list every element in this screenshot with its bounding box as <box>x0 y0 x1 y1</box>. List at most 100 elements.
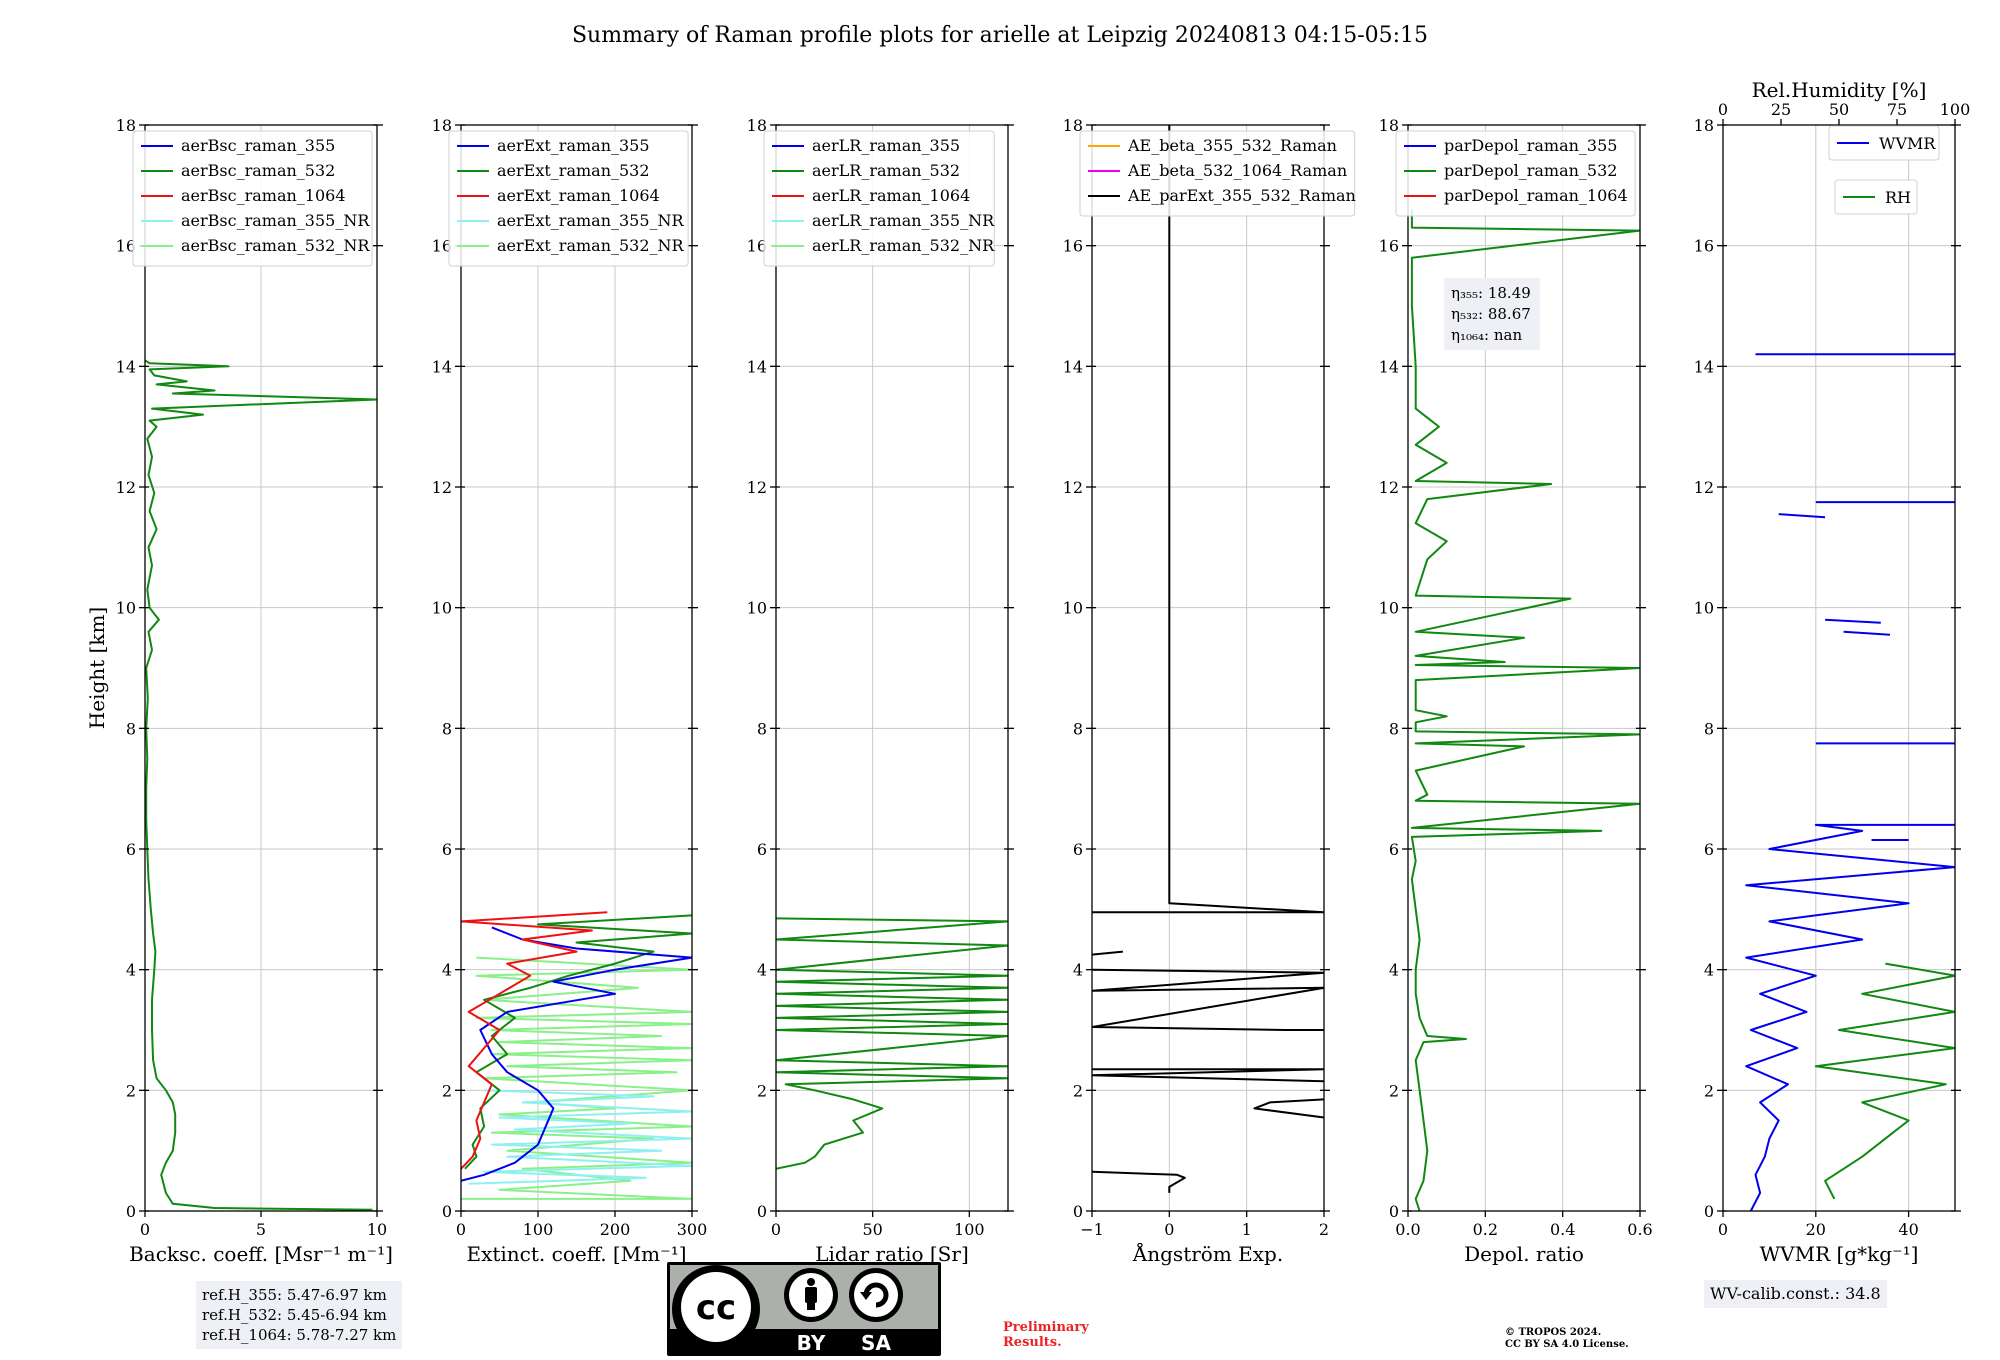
preliminary-notice: Preliminary Results. <box>1003 1320 1089 1350</box>
series-line-aerExt_raman_532_NR <box>461 956 692 1200</box>
copyright-notice: © TROPOS 2024. CC BY SA 4.0 License. <box>1505 1327 1629 1351</box>
y-tick-label: 14 <box>116 357 136 376</box>
legend-label: aerExt_raman_355 <box>497 136 650 155</box>
y-tick-label: 10 <box>747 599 767 618</box>
copyright-line-1: © TROPOS 2024. <box>1505 1327 1602 1338</box>
legend-label: aerBsc_raman_532 <box>181 161 335 180</box>
y-tick-label: 12 <box>1379 478 1399 497</box>
y-tick-label: 18 <box>1694 116 1714 135</box>
y-tick-label: 18 <box>1063 116 1083 135</box>
panel-depol: 0 2 4 6 8 10 12 14 16 18 0.0 0.2 0.4 0.6 Depol. ratio p… <box>1379 116 1653 1266</box>
legend-label: parDepol_raman_355 <box>1444 136 1617 155</box>
cc-letters: cc <box>696 1288 736 1328</box>
y-tick-label: 10 <box>1063 599 1083 618</box>
y-tick-label: 12 <box>432 478 452 497</box>
top-x-tick-label: 50 <box>1829 100 1849 119</box>
legend-label: aerBsc_raman_532_NR <box>181 236 370 255</box>
x-tick-label: 2 <box>1319 1220 1329 1239</box>
series-line-RH <box>1814 962 1955 1200</box>
series-line-parDepol_raman_532 <box>1410 209 1640 1211</box>
legend-label: AE_beta_355_532_Raman <box>1127 136 1337 155</box>
series-line-aerBsc_raman_532 <box>145 359 377 1211</box>
x-tick-label: 40 <box>1898 1220 1918 1239</box>
y-tick-label: 18 <box>1379 116 1399 135</box>
preliminary-line-2: Results. <box>1003 1335 1062 1350</box>
y-tick-label: 14 <box>1694 357 1714 376</box>
x-axis-label: Backsc. coeff. [Msr⁻¹ m⁻¹] <box>129 1242 393 1266</box>
ref-height-355: ref.H_355: 5.47-6.97 km <box>202 1286 387 1304</box>
y-tick-label: 16 <box>116 237 136 256</box>
by-label: BY <box>797 1331 826 1355</box>
series-line-AE_parExt_355_532_Raman <box>1092 125 1324 914</box>
legend-label: aerLR_raman_355 <box>812 136 960 155</box>
axes-frame <box>1407 124 1641 1212</box>
legend-label: aerLR_raman_532_NR <box>812 236 995 255</box>
y-tick-label: 12 <box>747 478 767 497</box>
cc-by-sa-badge: cc BY SA <box>667 1262 941 1356</box>
legend-label: parDepol_raman_1064 <box>1444 186 1628 205</box>
x-tick-label: 100 <box>523 1220 554 1239</box>
x-tick-label: 100 <box>954 1220 985 1239</box>
y-tick-label: 2 <box>1704 1081 1714 1100</box>
x-tick-label: 20 <box>1806 1220 1826 1239</box>
series-line-WVMR <box>1843 630 1891 636</box>
x-tick-label: 5 <box>256 1220 266 1239</box>
panel-ext: 0 2 4 6 8 10 12 14 16 18 0 100 200 300 Extinct. coeff.… <box>432 116 708 1266</box>
y-tick-label: 10 <box>1379 599 1399 618</box>
y-tick-label: 2 <box>757 1081 767 1100</box>
y-tick-label: 0 <box>126 1202 136 1221</box>
y-tick-label: 2 <box>1389 1081 1399 1100</box>
series-line-AE_parExt_355_532_Raman <box>1092 950 1123 956</box>
ref-height-532: ref.H_532: 5.45-6.94 km <box>202 1306 387 1324</box>
legend-label: aerBsc_raman_1064 <box>181 186 346 205</box>
x-tick-label: 0.4 <box>1550 1220 1575 1239</box>
x-axis-label: Extinct. coeff. [Mm⁻¹] <box>466 1242 686 1266</box>
y-tick-label: 6 <box>1704 840 1714 859</box>
series-line-AE_parExt_355_532_Raman <box>1092 968 1324 1031</box>
y-tick-label: 8 <box>1389 719 1399 738</box>
legend-label: aerBsc_raman_355_NR <box>181 211 370 230</box>
y-tick-label: 6 <box>1389 840 1399 859</box>
y-tick-label: 8 <box>126 719 136 738</box>
y-tick-label: 0 <box>442 1202 452 1221</box>
share-alike-icon <box>849 1268 903 1322</box>
legend-label: aerExt_raman_532 <box>497 161 650 180</box>
x-tick-label: 0 <box>1718 1220 1728 1239</box>
wv-calibration-box: WV-calib.const.: 34.8 <box>1704 1280 1887 1308</box>
legend-label: aerLR_raman_1064 <box>812 186 970 205</box>
panel-bsc: 0 2 4 6 8 10 12 14 16 18 0 5 10 Backsc. coeff. [Msr⁻¹… <box>85 116 393 1266</box>
eta-label: η₁₀₆₄: nan <box>1451 326 1522 344</box>
y-tick-label: 8 <box>442 719 452 738</box>
x-tick-label: 0 <box>456 1220 466 1239</box>
top-x-tick-label: 25 <box>1771 100 1791 119</box>
y-tick-label: 4 <box>442 961 452 980</box>
y-tick-label: 4 <box>757 961 767 980</box>
sa-label: SA <box>861 1331 891 1355</box>
y-tick-label: 16 <box>1379 237 1399 256</box>
axes-frame <box>1722 124 1956 1212</box>
top-axis-label: Rel.Humidity [%] <box>1752 78 1927 102</box>
y-tick-label: 10 <box>1694 599 1714 618</box>
x-axis-label: WVMR [g*kg⁻¹] <box>1760 1242 1919 1266</box>
top-x-tick-label: 0 <box>1718 100 1728 119</box>
x-tick-label: 10 <box>367 1220 387 1239</box>
attribution-icon <box>784 1268 838 1322</box>
ref-height-1064: ref.H_1064: 5.78-7.27 km <box>202 1326 397 1344</box>
x-tick-label: 1 <box>1242 1220 1252 1239</box>
legend-label: aerBsc_raman_355 <box>181 136 335 155</box>
y-tick-label: 4 <box>126 961 136 980</box>
legend-label: aerExt_raman_1064 <box>497 186 660 205</box>
series-line-AE_parExt_355_532_Raman <box>1253 1098 1324 1119</box>
top-x-tick-label: 100 <box>1940 100 1971 119</box>
y-tick-label: 12 <box>116 478 136 497</box>
legend-label: aerLR_raman_532 <box>812 161 960 180</box>
y-tick-label: 10 <box>116 599 136 618</box>
x-tick-label: 200 <box>600 1220 631 1239</box>
y-tick-label: 12 <box>1694 478 1714 497</box>
y-tick-label: 18 <box>747 116 767 135</box>
legend: aerLR_raman_355 aerLR_raman_532 aerLR_rama… <box>763 130 995 267</box>
y-tick-label: 12 <box>1063 478 1083 497</box>
